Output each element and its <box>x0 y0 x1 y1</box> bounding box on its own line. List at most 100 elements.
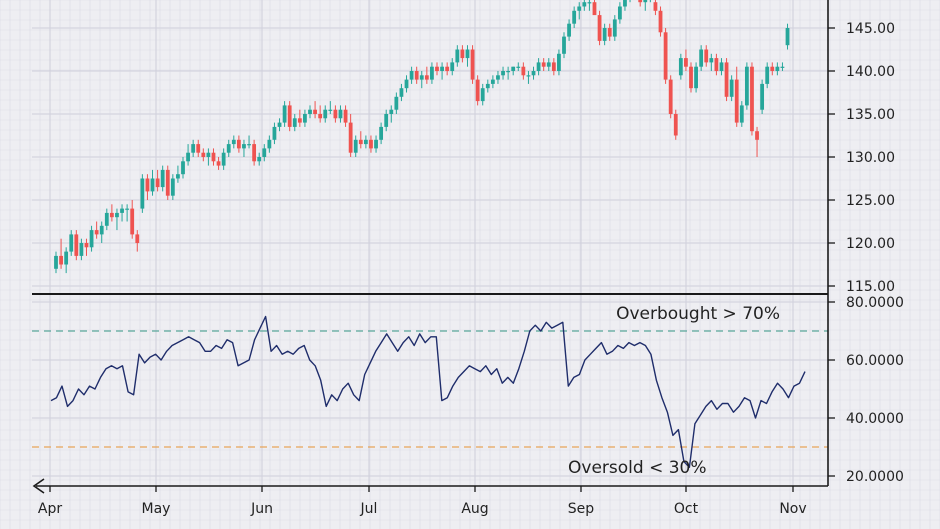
candle-body <box>663 32 668 80</box>
candle-body <box>689 66 693 89</box>
candle-body <box>516 66 521 68</box>
x-tick-label: Apr <box>38 501 62 517</box>
candle-body <box>694 66 698 89</box>
x-tick-label: Jul <box>360 501 378 517</box>
candle-body <box>308 109 312 114</box>
candle-body <box>465 49 470 59</box>
candle-body <box>181 161 185 175</box>
candle-body <box>424 75 429 80</box>
candle-body <box>526 75 531 77</box>
candle-body <box>638 0 643 3</box>
candle-body <box>343 109 348 123</box>
candle-body <box>186 152 190 162</box>
candle-body <box>74 234 79 256</box>
candle-body <box>536 62 541 71</box>
candle-body <box>744 66 749 106</box>
candle-body <box>455 49 460 63</box>
candle-body <box>399 88 404 97</box>
axes <box>32 0 835 494</box>
candle-body <box>262 148 267 157</box>
candle-body <box>69 234 74 252</box>
candle-body <box>506 71 511 73</box>
candle-body <box>658 10 663 33</box>
candle-body <box>333 109 338 119</box>
candle-body <box>125 208 130 210</box>
candle-body <box>409 71 414 80</box>
candle-body <box>272 126 277 140</box>
candle-body <box>551 62 556 71</box>
candle-body <box>323 109 328 119</box>
candle-body <box>607 28 612 37</box>
candle-body <box>440 66 444 71</box>
price-y-tick-label: 140.00 <box>846 64 895 80</box>
candle-body <box>318 114 323 119</box>
candle-body <box>587 2 592 4</box>
candle-body <box>54 255 58 269</box>
price-y-tick-label: 135.00 <box>846 107 895 123</box>
candle-body <box>150 178 155 192</box>
candle-body <box>338 109 343 119</box>
candle-body <box>389 109 394 114</box>
candle-body <box>170 178 175 196</box>
x-tick-label: Aug <box>461 501 488 517</box>
candle-body <box>475 79 480 102</box>
candle-body <box>719 62 724 71</box>
candle-body <box>140 178 145 209</box>
candle-body <box>231 139 236 145</box>
candle-body <box>64 251 69 265</box>
candle-body <box>557 53 561 71</box>
rsi-y-tick-label: 40.0000 <box>846 411 904 427</box>
candle-body <box>577 6 582 11</box>
x-tick-label: May <box>142 501 171 517</box>
rsi-y-tick-label: 60.0000 <box>846 353 904 369</box>
candle-body <box>287 105 292 127</box>
price-y-tick-label: 115.00 <box>846 279 895 295</box>
candle-body <box>480 88 485 102</box>
candle-body <box>191 144 196 153</box>
candle-body <box>414 71 419 80</box>
candle-body <box>99 225 104 235</box>
candle-body <box>94 230 99 235</box>
candle-body <box>460 49 465 59</box>
candle-body <box>435 66 439 71</box>
candle-body <box>678 58 683 76</box>
overbought-label: Overbought > 70% <box>616 304 780 324</box>
candle-body <box>84 243 89 248</box>
candle-body <box>653 2 658 11</box>
candle-body <box>216 161 221 166</box>
candle-body <box>592 2 597 16</box>
candle-body <box>89 230 94 248</box>
price-y-tick-label: 145.00 <box>846 21 895 37</box>
candle-body <box>765 66 770 84</box>
candle-body <box>572 10 577 24</box>
candle-body <box>292 118 297 127</box>
candle-body <box>282 105 287 123</box>
price-y-tick-label: 120.00 <box>846 236 895 252</box>
candle-body <box>597 15 602 41</box>
candle-body <box>211 152 216 162</box>
rsi-series: Overbought > 70% Oversold < 30% <box>32 304 828 478</box>
candle-body <box>379 126 384 140</box>
rsi-y-tick-label: 20.0000 <box>846 469 904 485</box>
x-tick-label: Nov <box>779 501 806 517</box>
candle-body <box>724 62 729 97</box>
candle-body <box>775 66 780 71</box>
candle-body <box>673 114 678 136</box>
candle-body <box>394 96 399 110</box>
candle-body <box>755 131 759 140</box>
candle-body <box>328 109 333 111</box>
candle-body <box>384 114 389 127</box>
candle-body <box>348 122 353 153</box>
candle-body <box>104 212 109 226</box>
candle-body <box>221 152 226 166</box>
candle-body <box>785 28 790 46</box>
candle-body <box>247 144 251 146</box>
candle-body <box>79 243 84 256</box>
candle-body <box>353 139 358 153</box>
candle-body <box>226 144 231 153</box>
rsi-line <box>50 315 806 468</box>
candle-body <box>130 208 135 235</box>
